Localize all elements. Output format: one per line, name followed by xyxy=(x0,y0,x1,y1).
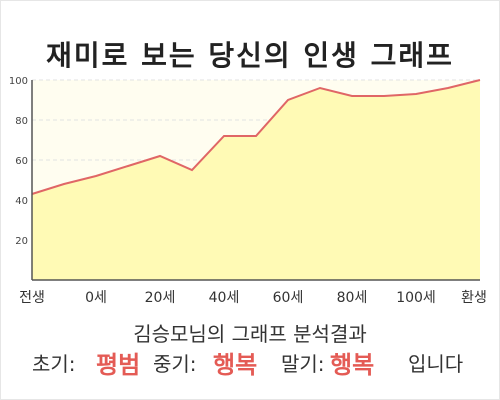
analysis-subtitle: 김승모님의 그래프 분석결과 xyxy=(133,322,367,346)
x-tick-label: 80세 xyxy=(337,290,368,306)
x-tick-label: 전생 xyxy=(19,290,45,306)
area-fill xyxy=(32,80,480,280)
x-tick-label: 환생 xyxy=(461,290,487,306)
y-tick-label: 20 xyxy=(15,236,28,247)
early-label: 초기: xyxy=(32,352,76,376)
x-tick-label: 100세 xyxy=(396,290,436,306)
x-tick-label: 60세 xyxy=(273,290,304,306)
x-tick-label: 0세 xyxy=(85,290,107,306)
y-tick-label: 40 xyxy=(15,196,28,207)
x-tick-label: 40세 xyxy=(209,290,240,306)
early-value: 평범 xyxy=(96,351,141,379)
x-tick-label: 20세 xyxy=(145,290,176,306)
axes xyxy=(31,80,480,281)
mid-value: 행복 xyxy=(213,351,258,379)
late-label: 말기: xyxy=(281,352,325,376)
mid-label: 중기: xyxy=(153,352,197,376)
ending-text: 입니다 xyxy=(408,352,464,376)
late-value: 행복 xyxy=(330,351,375,379)
tick-labels: 20 40 60 80 100 전생 0세 20세 40세 60세 80세 100세 환생 xyxy=(9,76,487,306)
y-tick-label: 100 xyxy=(9,76,28,87)
life-line-series xyxy=(31,79,481,195)
y-tick-label: 80 xyxy=(15,116,28,127)
chart-title: 재미로 보는 당신의 인생 그래프 xyxy=(46,39,454,72)
y-tick-label: 60 xyxy=(15,156,28,167)
